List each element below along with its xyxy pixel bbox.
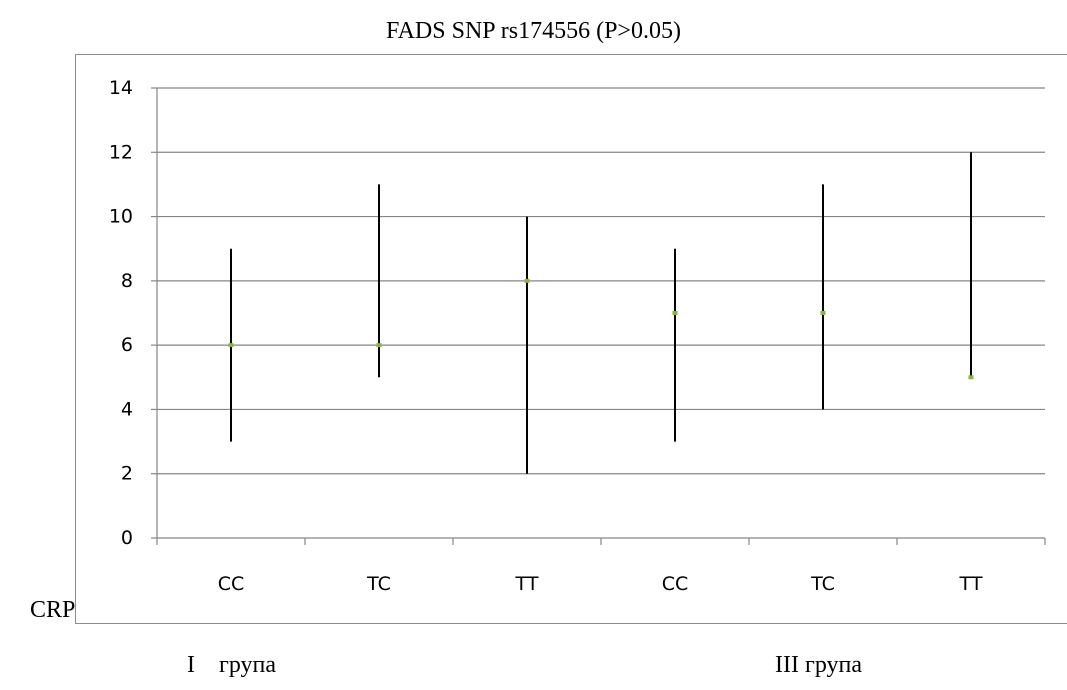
y-tick-label: 4 (121, 398, 133, 420)
x-tick-label: CC (218, 573, 245, 595)
x-tick-label: TT (515, 573, 539, 595)
chart-frame (75, 54, 1067, 624)
chart-title: FADS SNP rs174556 (P>0.05) (386, 18, 681, 44)
x-tick-label: CC (662, 573, 689, 595)
x-tick-label: TC (810, 573, 835, 595)
y-tick-label: 2 (121, 463, 133, 485)
data-point (228, 343, 234, 348)
data-point (820, 311, 826, 315)
y-tick-label: 10 (109, 206, 133, 228)
y-tick-label: 0 (121, 527, 133, 549)
group-label-2: III група (775, 652, 862, 678)
y-tick-label: 6 (121, 334, 133, 356)
data-point (672, 311, 678, 315)
y-tick-label: 14 (109, 77, 133, 99)
group-label-1: I група (187, 652, 277, 678)
data-point (524, 278, 530, 283)
data-point (376, 343, 382, 348)
y-tick-label: 12 (109, 141, 133, 163)
y-axis-label: CRP (30, 597, 76, 623)
x-tick-label: TC (366, 573, 391, 595)
data-point (968, 375, 974, 380)
x-tick-label: TT (959, 573, 983, 595)
y-tick-label: 8 (121, 270, 133, 292)
